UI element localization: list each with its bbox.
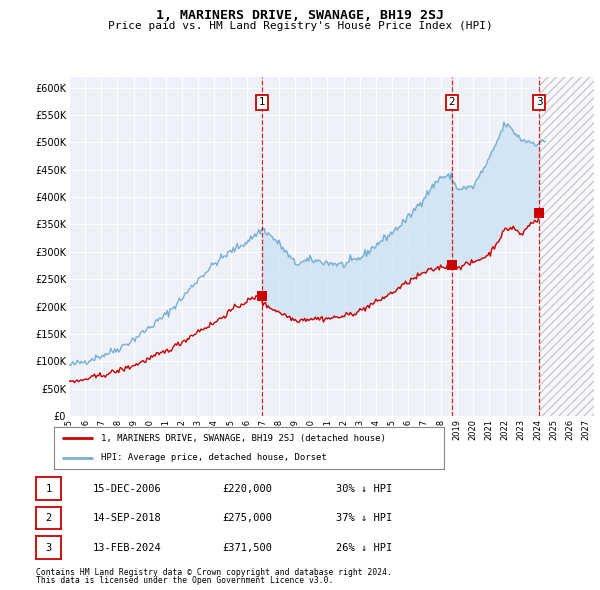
Text: 3: 3 xyxy=(536,97,543,107)
Text: 2: 2 xyxy=(46,513,52,523)
Text: HPI: Average price, detached house, Dorset: HPI: Average price, detached house, Dors… xyxy=(101,453,326,462)
Text: £275,000: £275,000 xyxy=(222,513,272,523)
Text: This data is licensed under the Open Government Licence v3.0.: This data is licensed under the Open Gov… xyxy=(36,576,334,585)
Text: 26% ↓ HPI: 26% ↓ HPI xyxy=(336,543,392,552)
Text: Contains HM Land Registry data © Crown copyright and database right 2024.: Contains HM Land Registry data © Crown c… xyxy=(36,568,392,577)
Text: 37% ↓ HPI: 37% ↓ HPI xyxy=(336,513,392,523)
Text: £220,000: £220,000 xyxy=(222,484,272,493)
Text: 14-SEP-2018: 14-SEP-2018 xyxy=(93,513,162,523)
Text: 15-DEC-2006: 15-DEC-2006 xyxy=(93,484,162,493)
Text: 1: 1 xyxy=(46,484,52,493)
Text: 13-FEB-2024: 13-FEB-2024 xyxy=(93,543,162,552)
Text: 1, MARINERS DRIVE, SWANAGE, BH19 2SJ (detached house): 1, MARINERS DRIVE, SWANAGE, BH19 2SJ (de… xyxy=(101,434,386,442)
Text: 30% ↓ HPI: 30% ↓ HPI xyxy=(336,484,392,493)
Text: 3: 3 xyxy=(46,543,52,552)
Text: 1: 1 xyxy=(259,97,266,107)
Text: 2: 2 xyxy=(449,97,455,107)
Text: 1, MARINERS DRIVE, SWANAGE, BH19 2SJ: 1, MARINERS DRIVE, SWANAGE, BH19 2SJ xyxy=(156,9,444,22)
Text: £371,500: £371,500 xyxy=(222,543,272,552)
Bar xyxy=(539,77,594,416)
Text: Price paid vs. HM Land Registry's House Price Index (HPI): Price paid vs. HM Land Registry's House … xyxy=(107,21,493,31)
